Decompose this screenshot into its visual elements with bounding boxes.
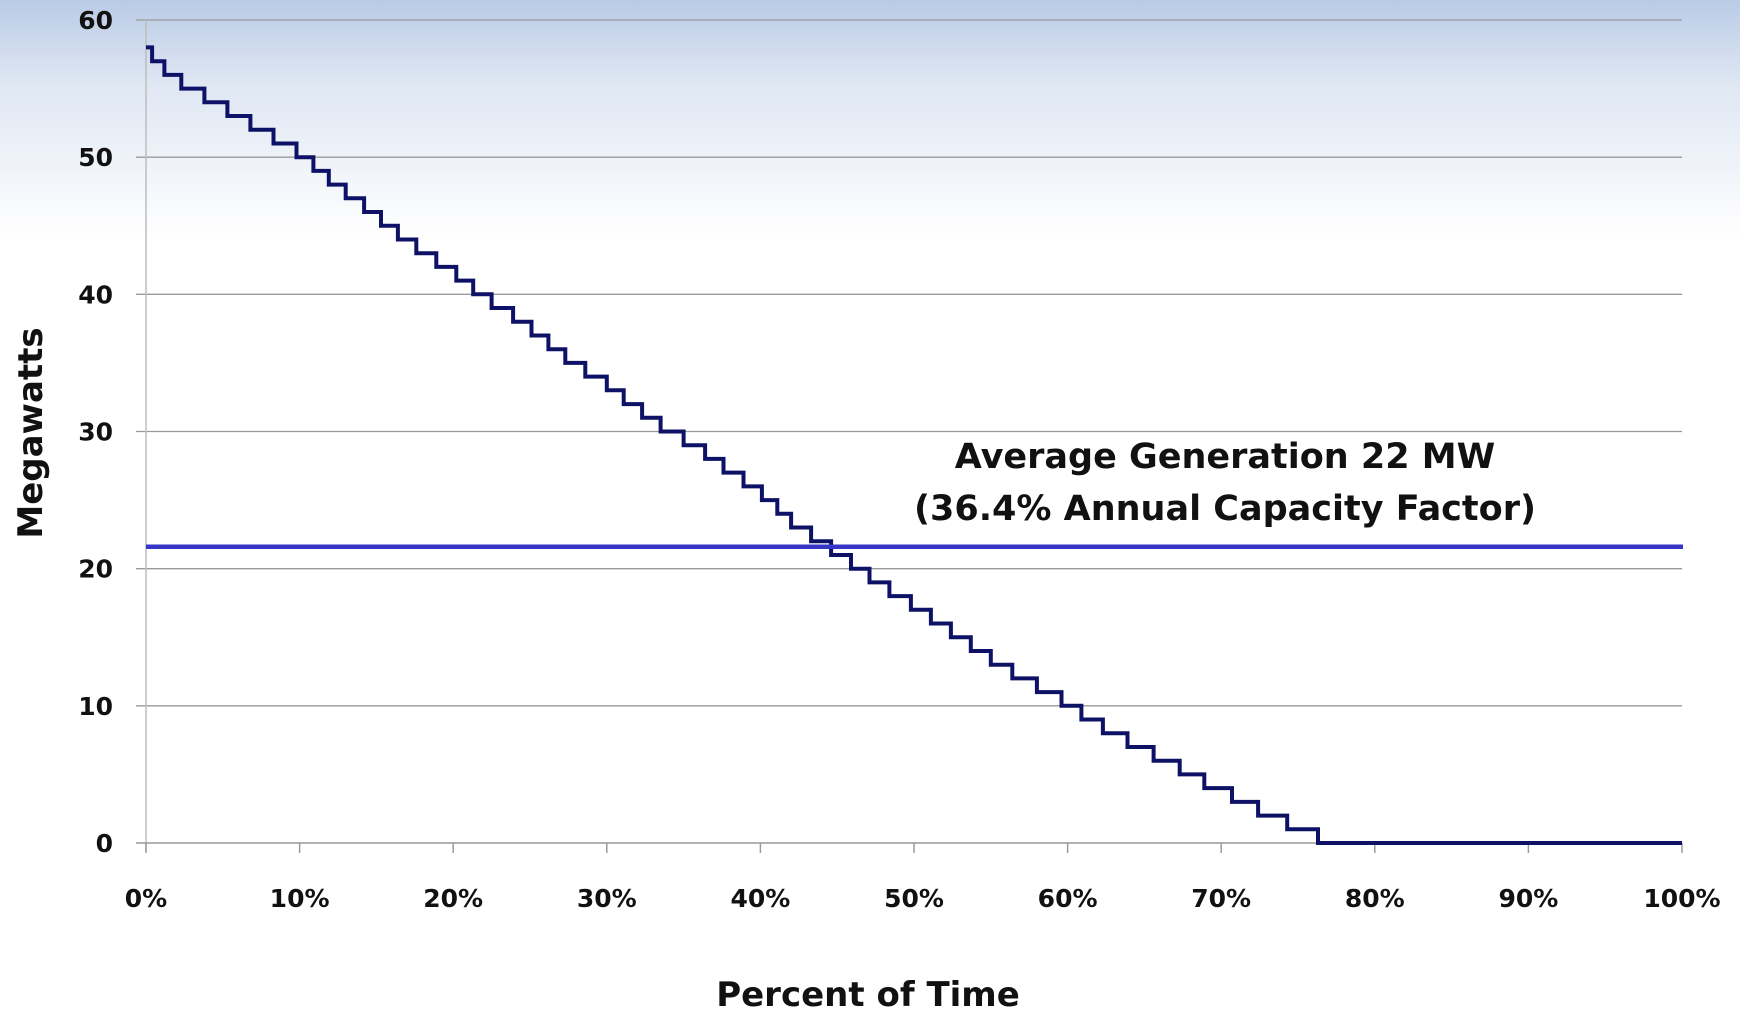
y-tick-label: 20 bbox=[78, 555, 113, 584]
x-axis-title: Percent of Time bbox=[716, 975, 1020, 1012]
y-tick-label: 30 bbox=[78, 418, 113, 447]
annotation-line-1: Average Generation 22 MW bbox=[955, 437, 1495, 477]
x-tick-label: 100% bbox=[1643, 884, 1720, 913]
series bbox=[146, 45, 1683, 845]
x-tick-labels: 0% 10% 20% 30% 40% 50% 60% 70% 80% 90% 100% bbox=[125, 884, 1721, 913]
x-tick-label: 20% bbox=[423, 884, 483, 913]
x-tick-label: 60% bbox=[1038, 884, 1098, 913]
y-tick-label: 0 bbox=[96, 829, 113, 858]
y-tick-label: 10 bbox=[78, 692, 113, 721]
y-axis-title: Megawatts bbox=[11, 327, 51, 538]
y-tick-label: 40 bbox=[78, 280, 113, 309]
y-tick-label: 60 bbox=[78, 6, 113, 35]
x-tick-label: 0% bbox=[125, 884, 167, 913]
generation-duration-step-line bbox=[146, 45, 1682, 845]
x-tick-label: 50% bbox=[884, 884, 944, 913]
x-tick-label: 70% bbox=[1191, 884, 1251, 913]
slide-background bbox=[0, 0, 1740, 240]
gridlines bbox=[136, 19, 1682, 707]
x-tick-label: 30% bbox=[577, 884, 637, 913]
annotation-line-2: (36.4% Annual Capacity Factor) bbox=[914, 489, 1536, 529]
x-tick-label: 90% bbox=[1498, 884, 1558, 913]
x-tick-label: 40% bbox=[730, 884, 790, 913]
x-tick-label: 80% bbox=[1345, 884, 1405, 913]
y-tick-label: 50 bbox=[78, 143, 113, 172]
x-tick-label: 10% bbox=[270, 884, 330, 913]
y-tick-labels: 0 10 20 30 40 50 60 bbox=[78, 6, 113, 858]
